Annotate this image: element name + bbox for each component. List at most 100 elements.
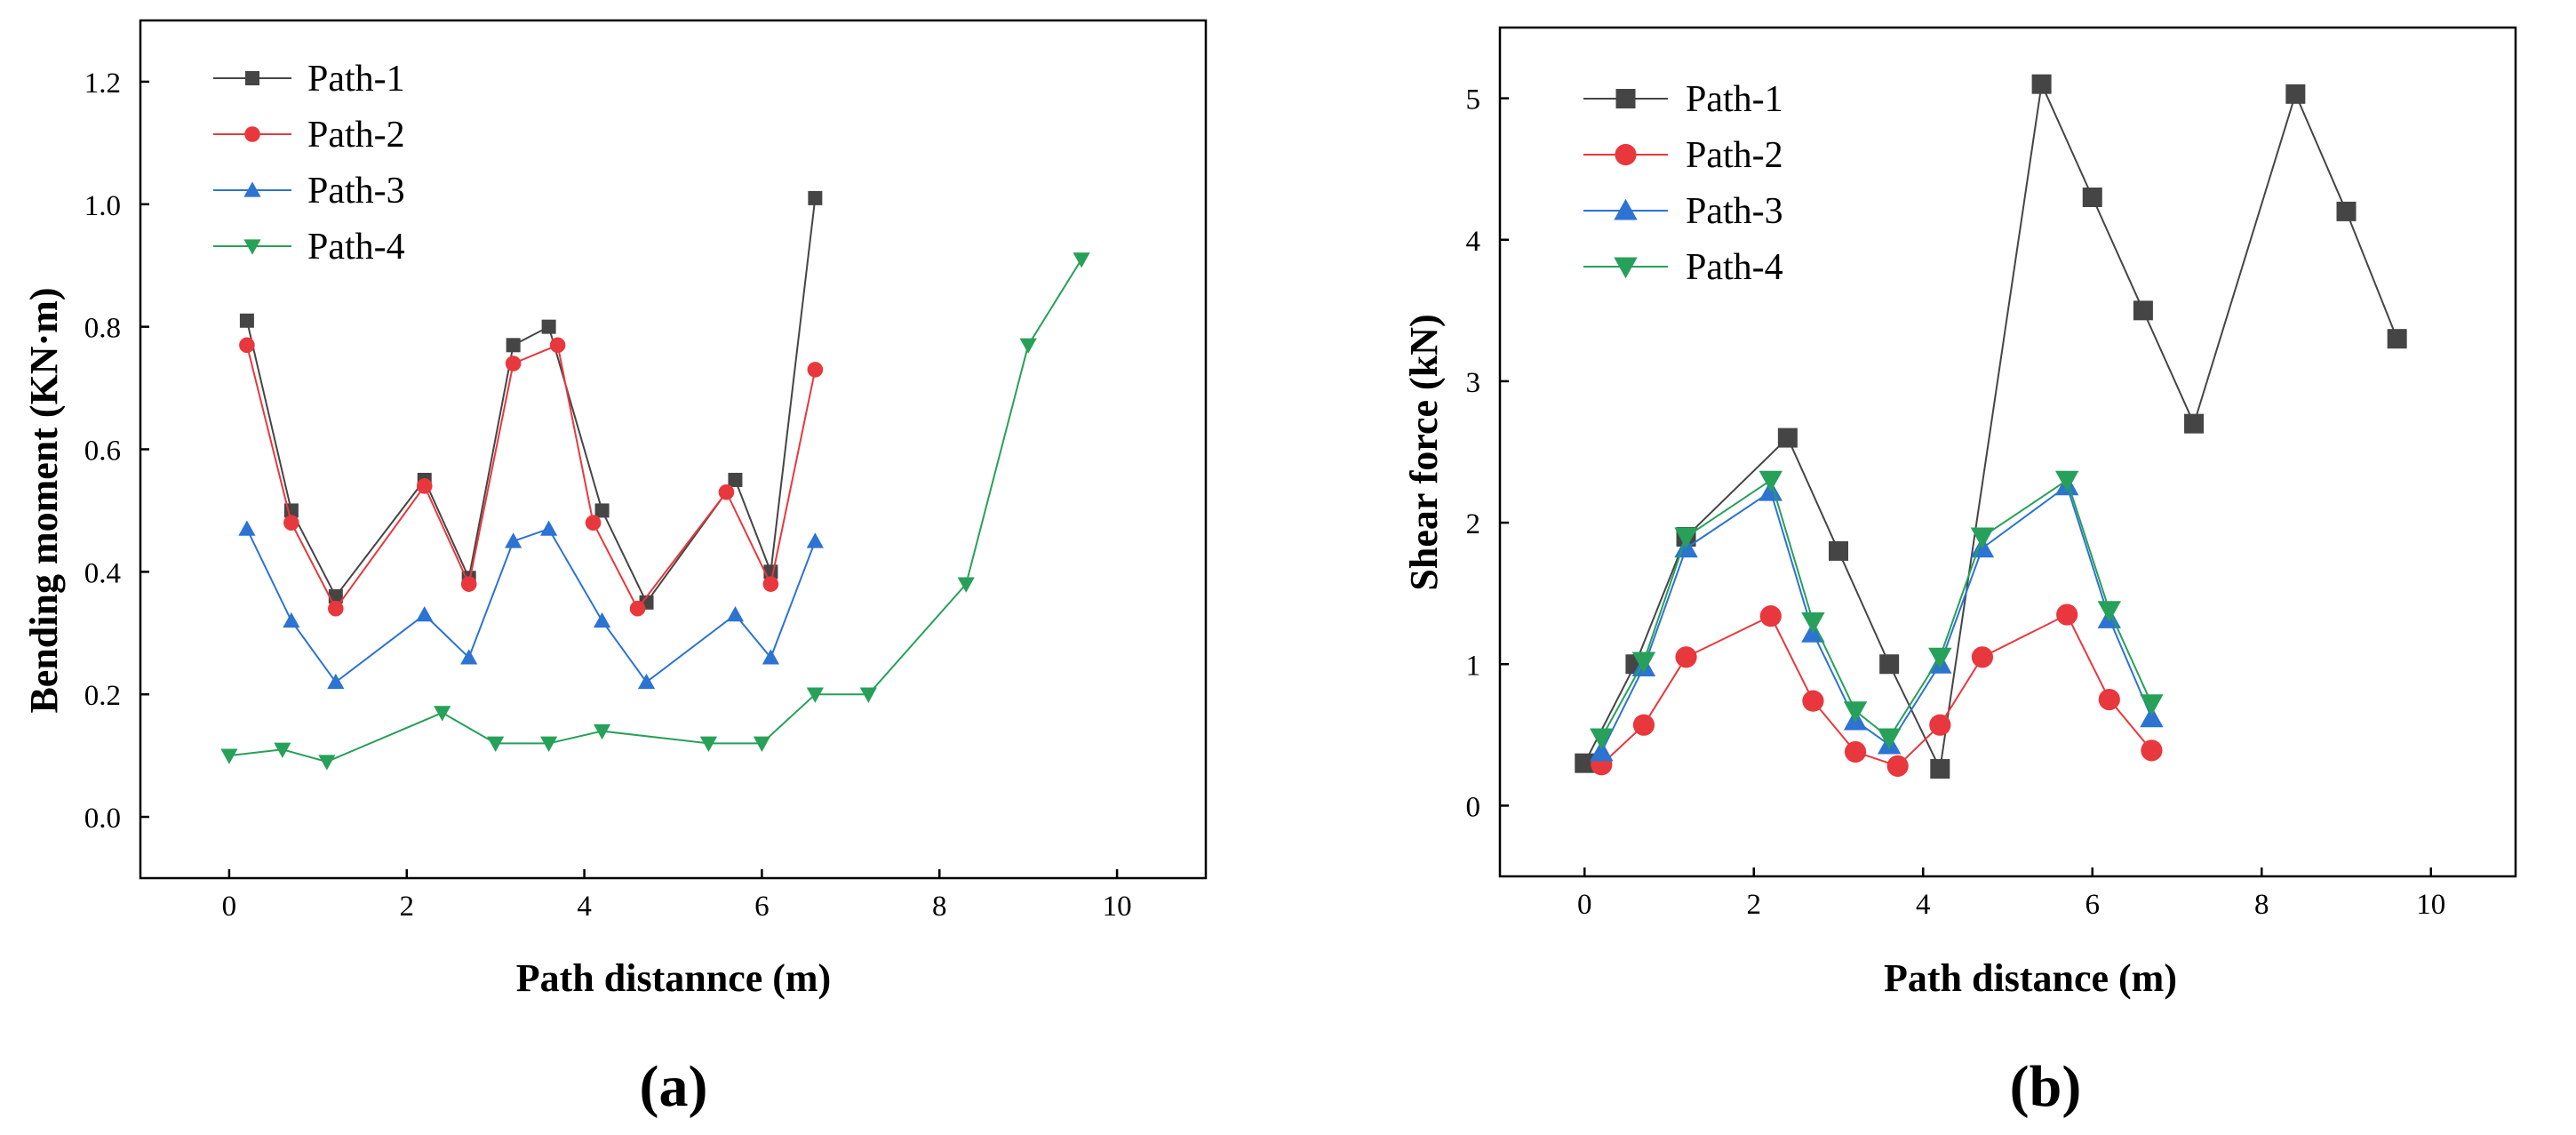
panel-a-legend: Path-1 Path-2 Path-3 Path-4	[213, 59, 405, 268]
panel-a-legend-label-path-3: Path-3	[307, 171, 405, 212]
panel-b-data-point-path-4	[1843, 701, 1868, 723]
panel-b-legend-marker-path-4	[1614, 257, 1638, 279]
panel-b-y-axis-title: Shear force (kN)	[1402, 314, 1446, 590]
panel-a-data-point-path-4	[699, 736, 718, 752]
panel-b-data-point-path-1	[2285, 84, 2306, 104]
panel-b-x-tick-label: 6	[2086, 889, 2101, 921]
panel-b-series-line-path-4	[1600, 478, 2153, 739]
panel-a-series-path-4	[220, 252, 1090, 771]
panel-a-data-point-path-3	[762, 649, 780, 665]
panel-a-legend-marker-path-4	[243, 239, 261, 255]
panel-a-data-point-path-4	[1019, 338, 1037, 354]
panel-b-legend-label-path-4: Path-4	[1686, 247, 1783, 288]
panel-a-data-point-path-3	[238, 520, 256, 536]
panel-a-data-point-path-4	[859, 687, 877, 703]
panel-b-data-point-path-1	[2184, 413, 2205, 434]
panel-b-x-tick-label: 10	[2416, 889, 2445, 921]
panel-a-series-line-path-2	[245, 343, 817, 611]
panel-a-y-tick-label: 0.6	[84, 436, 121, 468]
panel-b-data-point-path-4	[1759, 470, 1782, 492]
panel-b-y-tick-label: 3	[1466, 367, 1481, 399]
panel-b-data-point-path-2	[1844, 740, 1867, 763]
panel-a-data-point-path-2	[807, 362, 824, 378]
panel-b-data-point-path-1	[2336, 201, 2357, 221]
panel-a-y-tick-label: 1.0	[84, 190, 121, 222]
panel-b-data-point-path-4	[2140, 694, 2164, 716]
panel-a-data-point-path-2	[762, 576, 779, 592]
panel-b-legend-label-path-2: Path-2	[1686, 135, 1783, 176]
panel-a-caption: (a)	[640, 1054, 708, 1119]
panel-b-data-point-path-2	[1632, 714, 1655, 736]
panel-a-bending-moment-chart: Path distannce (m) Bending moment (KN·m)…	[22, 19, 1208, 1119]
panel-a-data-point-path-4	[957, 577, 975, 593]
panel-a-legend-label-path-2: Path-2	[307, 115, 405, 156]
panel-a-data-point-path-1	[541, 319, 556, 334]
panel-b-data-point-path-3	[2140, 706, 2164, 728]
panel-a-x-tick-label: 4	[577, 891, 592, 923]
panel-a-y-tick-label: 0.8	[84, 313, 121, 345]
panel-b-data-point-path-1	[1575, 753, 1595, 773]
panel-a-data-point-path-4	[540, 736, 558, 752]
panel-a-legend-marker-path-1	[245, 71, 259, 85]
panel-a-data-point-path-2	[718, 484, 735, 500]
panel-a-data-point-path-3	[416, 606, 434, 622]
panel-a-x-tick-label: 6	[754, 891, 770, 923]
panel-b-data-point-path-4	[1877, 728, 1902, 750]
panel-a-x-tick-label: 0	[222, 891, 237, 923]
panel-a-data-point-path-4	[487, 736, 505, 752]
panel-b-data-point-path-2	[2141, 739, 2163, 762]
panel-b-data-point-path-4	[1590, 728, 1614, 750]
panel-b-data-point-path-4	[1970, 527, 1995, 549]
panel-b-legend: Path-1 Path-2 Path-3 Path-4	[1583, 79, 1783, 288]
panel-b-legend-marker-path-2	[1615, 143, 1637, 166]
panel-b-data-point-path-4	[1801, 611, 1825, 634]
panel-a-data-point-path-3	[593, 611, 611, 628]
panel-a-data-point-path-4	[434, 706, 451, 722]
panel-a-data-point-path-3	[460, 649, 478, 665]
panel-a-data-point-path-4	[593, 723, 611, 740]
panel-b-data-point-path-1	[2133, 300, 2153, 321]
panel-a-series-path-3	[238, 520, 824, 690]
panel-b-series-line-path-1	[1583, 81, 2398, 772]
panel-b-data-point-path-2	[1675, 646, 1697, 668]
panel-a-data-point-path-2	[416, 478, 433, 494]
panel-b-legend-label-path-1: Path-1	[1686, 79, 1783, 120]
panel-b-legend-marker-path-1	[1615, 89, 1636, 108]
panel-a-data-point-path-1	[728, 472, 743, 487]
panel-b-data-point-path-1	[2082, 188, 2102, 207]
panel-a-data-point-path-3	[806, 532, 824, 548]
panel-a-data-point-path-2	[239, 337, 255, 354]
panel-a-data-point-path-1	[506, 338, 521, 353]
panel-b-data-point-path-2	[2098, 688, 2120, 711]
panel-b-data-point-path-1	[2387, 329, 2407, 349]
panel-b-data-point-path-2	[2056, 603, 2078, 626]
panel-b-data-point-path-1	[1777, 428, 1798, 448]
panel-b-series-path-3	[1590, 474, 2164, 762]
panel-b-data-point-path-2	[1971, 646, 1994, 668]
panel-b-data-point-path-4	[1674, 527, 1698, 549]
panel-a-data-point-path-2	[283, 515, 299, 532]
panel-a-data-point-path-4	[318, 755, 336, 771]
panel-b-shear-force-chart: Path distance (m) Shear force (kN) (b) 0…	[1402, 26, 2517, 1119]
panel-b-caption: (b)	[2010, 1054, 2082, 1119]
panel-b-x-tick-label: 8	[2254, 889, 2269, 921]
panel-a-y-tick-label: 0.4	[84, 557, 121, 589]
panel-b-x-tick-label: 0	[1577, 889, 1592, 921]
panel-a-legend-marker-path-2	[244, 126, 260, 142]
panel-b-x-tick-label: 2	[1747, 889, 1762, 921]
panel-a-data-point-path-1	[808, 190, 823, 205]
panel-b-series-path-1	[1575, 74, 2407, 779]
panel-a-data-point-path-2	[585, 515, 602, 532]
panel-a-x-tick-label: 2	[400, 891, 415, 923]
panel-a-legend-label-path-1: Path-1	[307, 59, 405, 100]
panel-b-y-tick-label: 0	[1466, 791, 1481, 823]
panel-b-series-path-4	[1590, 470, 2164, 750]
panel-b-x-tick-label: 4	[1916, 889, 1931, 921]
panel-a-series-line-path-1	[245, 197, 817, 604]
panel-b-series-line-path-2	[1600, 613, 2153, 767]
panel-a-x-tick-label: 8	[932, 891, 947, 923]
panel-a-data-point-path-4	[1073, 252, 1090, 268]
panel-b-y-tick-label: 1	[1466, 650, 1481, 682]
panel-a-y-tick-label: 1.2	[84, 68, 121, 100]
